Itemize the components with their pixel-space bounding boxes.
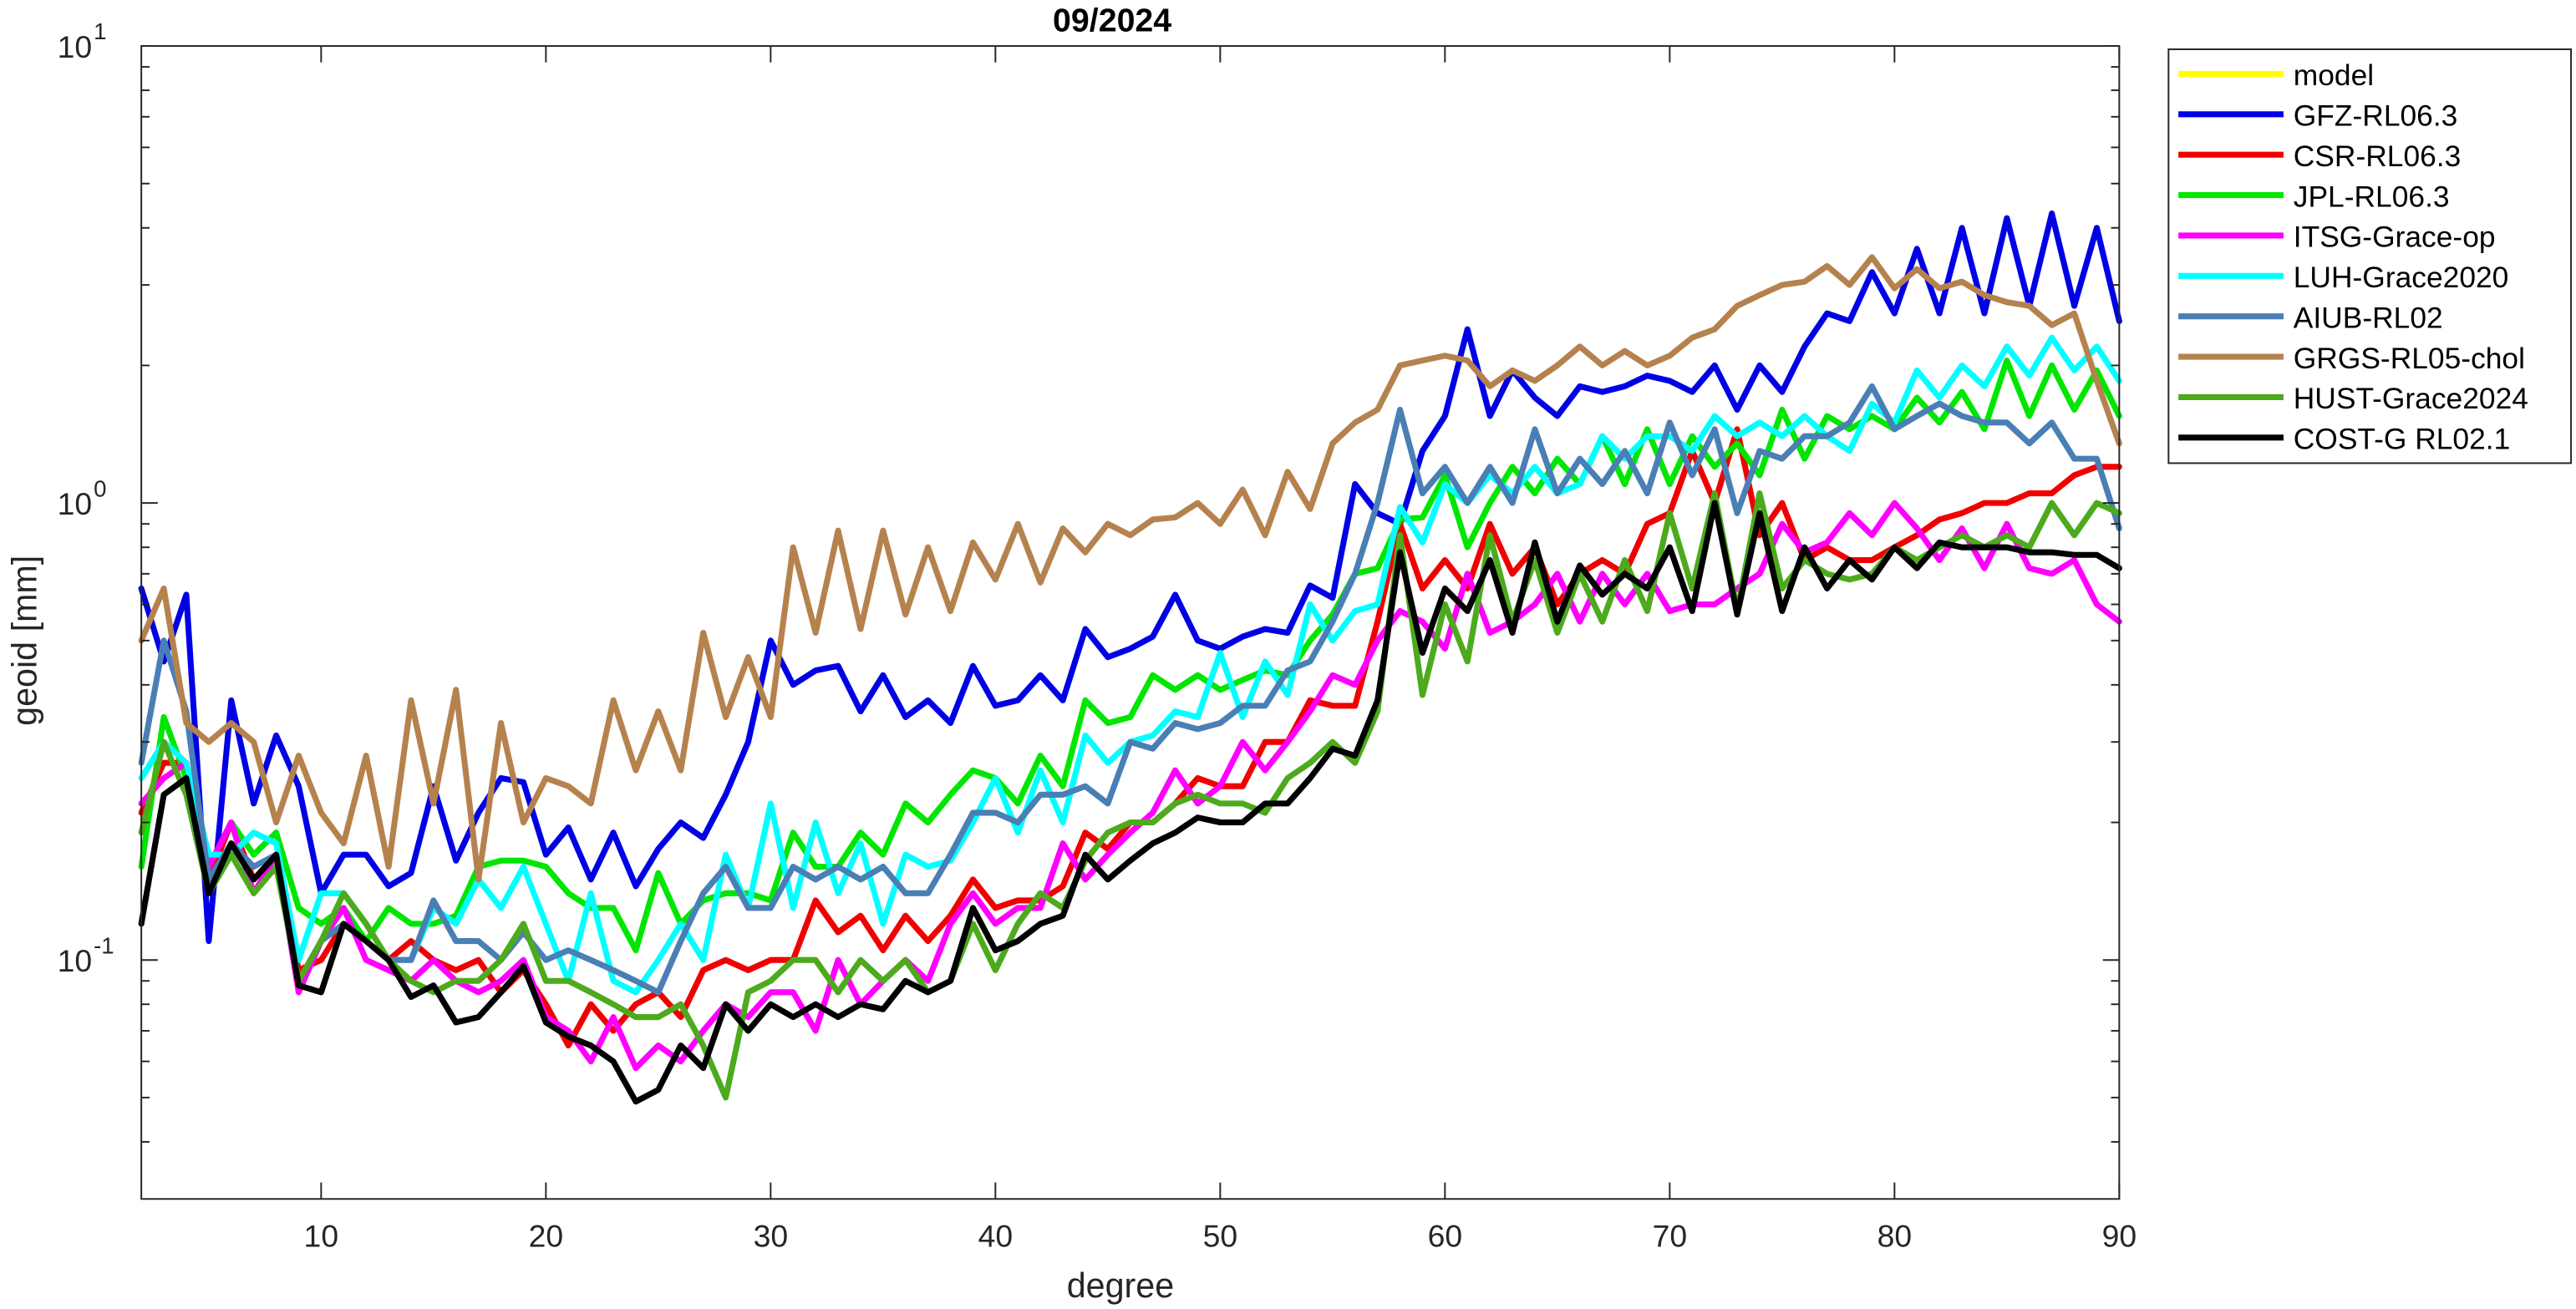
legend-label: CSR-RL06.3 [2294, 140, 2462, 173]
x-tick-label: 40 [978, 1218, 1014, 1253]
y-tick-base: 10 [58, 29, 93, 64]
x-tick-label: 90 [2102, 1218, 2137, 1253]
series-line [138, 500, 2122, 1072]
x-axis-label: degree [1067, 1266, 1175, 1305]
series-line [138, 490, 2122, 1101]
plot-area [138, 211, 2122, 1105]
legend: model GFZ-RL06.3 CSR-RL06.3 JPL-RL06.3 ITSG-… [2167, 48, 2573, 464]
chart-title: 09/2024 [1053, 2, 1171, 38]
legend-label: AIUB-RL02 [2294, 302, 2443, 334]
y-tick-label: 10 [58, 943, 93, 978]
x-tick-label: 60 [1428, 1218, 1463, 1253]
y-tick-exponent: 0 [94, 475, 106, 501]
y-tick-label: 10 [58, 486, 93, 521]
y-tick-label: 10 [58, 29, 93, 64]
legend-label: ITSG-Grace-op [2294, 221, 2496, 254]
y-tick-exponent: -1 [94, 932, 114, 958]
series-line [138, 500, 2122, 1105]
y-tick-base: 10 [58, 486, 93, 521]
y-axis-label: geoid [mm] [5, 556, 43, 726]
y-tick-exponent: 1 [94, 18, 106, 44]
x-tick-label: 70 [1653, 1218, 1688, 1253]
legend-label: HUST-Grace2024 [2294, 383, 2528, 415]
legend-label: LUH-Grace2020 [2294, 261, 2509, 294]
legend-label: model [2294, 59, 2374, 92]
x-tick-label: 20 [529, 1218, 564, 1253]
legend-label: GRGS-RL05-chol [2294, 342, 2525, 375]
legend-label: COST-G RL02.1 [2294, 424, 2511, 456]
x-tick-label: 50 [1203, 1218, 1238, 1253]
axes-box [140, 45, 2121, 1200]
legend-label: GFZ-RL06.3 [2294, 100, 2458, 133]
x-tick-label: 30 [754, 1218, 789, 1253]
legend-label: JPL-RL06.3 [2294, 180, 2450, 213]
series-line [138, 254, 2122, 883]
x-tick-label: 80 [1877, 1218, 1913, 1253]
y-tick-base: 10 [58, 943, 93, 978]
series-line [138, 383, 2122, 996]
x-tick-label: 10 [304, 1218, 339, 1253]
